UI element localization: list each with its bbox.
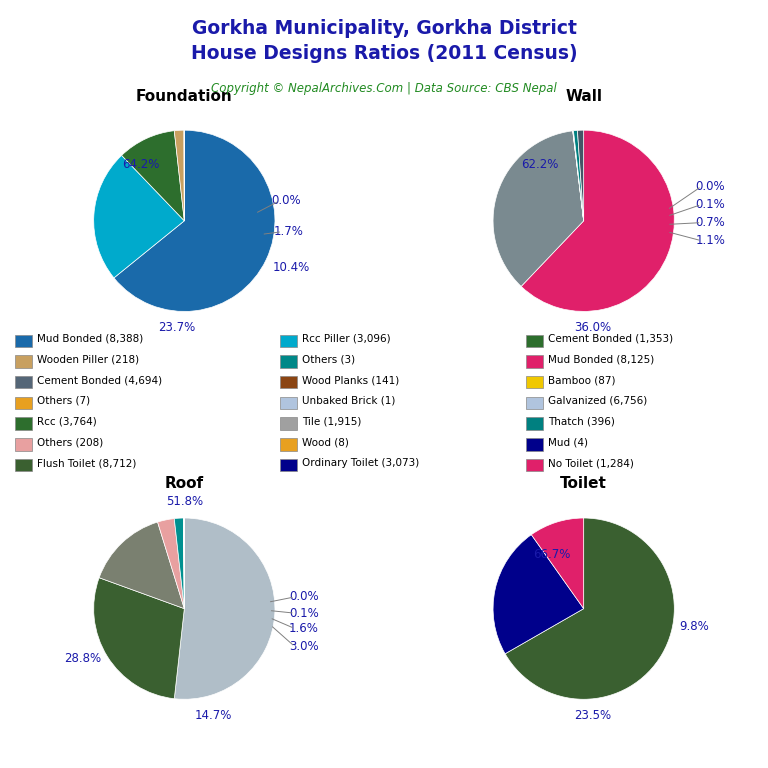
Wedge shape xyxy=(174,518,184,608)
Wedge shape xyxy=(493,535,584,654)
Text: 51.8%: 51.8% xyxy=(166,495,203,508)
Text: 0.0%: 0.0% xyxy=(696,180,725,193)
Text: Mud (4): Mud (4) xyxy=(548,437,588,448)
Text: Wooden Piller (218): Wooden Piller (218) xyxy=(37,354,139,365)
Wedge shape xyxy=(578,131,584,221)
Text: Mud Bonded (8,388): Mud Bonded (8,388) xyxy=(37,333,143,344)
Text: Mud Bonded (8,125): Mud Bonded (8,125) xyxy=(548,354,654,365)
Wedge shape xyxy=(174,131,184,221)
Text: Ordinary Toilet (3,073): Ordinary Toilet (3,073) xyxy=(302,458,419,468)
Title: Wall: Wall xyxy=(565,88,602,104)
Wedge shape xyxy=(573,131,584,221)
Wedge shape xyxy=(521,131,674,311)
Text: 0.0%: 0.0% xyxy=(289,591,319,604)
Text: 28.8%: 28.8% xyxy=(65,652,101,665)
Wedge shape xyxy=(94,578,184,699)
Text: 0.1%: 0.1% xyxy=(696,198,726,211)
Wedge shape xyxy=(121,131,184,221)
Text: Others (7): Others (7) xyxy=(37,396,90,406)
Text: 36.0%: 36.0% xyxy=(574,321,611,334)
Text: Thatch (396): Thatch (396) xyxy=(548,416,614,427)
Text: 10.4%: 10.4% xyxy=(273,261,310,274)
Text: Gorkha Municipality, Gorkha District
House Designs Ratios (2011 Census): Gorkha Municipality, Gorkha District Hou… xyxy=(190,19,578,63)
Text: 62.2%: 62.2% xyxy=(521,158,559,171)
Wedge shape xyxy=(174,518,275,699)
Text: 0.7%: 0.7% xyxy=(696,216,726,229)
Text: 66.7%: 66.7% xyxy=(533,548,571,561)
Text: Bamboo (87): Bamboo (87) xyxy=(548,375,615,386)
Text: 0.0%: 0.0% xyxy=(271,194,300,207)
Text: Flush Toilet (8,712): Flush Toilet (8,712) xyxy=(37,458,136,468)
Text: 23.5%: 23.5% xyxy=(574,709,611,722)
Wedge shape xyxy=(574,131,584,221)
Wedge shape xyxy=(114,131,275,311)
Text: 23.7%: 23.7% xyxy=(158,321,196,334)
Text: Others (208): Others (208) xyxy=(37,437,103,448)
Text: Cement Bonded (1,353): Cement Bonded (1,353) xyxy=(548,333,673,344)
Text: Wood (8): Wood (8) xyxy=(302,437,349,448)
Title: Toilet: Toilet xyxy=(560,476,607,492)
Text: 9.8%: 9.8% xyxy=(680,621,709,634)
Wedge shape xyxy=(493,131,584,286)
Text: Wood Planks (141): Wood Planks (141) xyxy=(302,375,399,386)
Text: Rcc (3,764): Rcc (3,764) xyxy=(37,416,97,427)
Text: 1.6%: 1.6% xyxy=(289,622,319,635)
Text: Unbaked Brick (1): Unbaked Brick (1) xyxy=(302,396,396,406)
Text: No Toilet (1,284): No Toilet (1,284) xyxy=(548,458,634,468)
Wedge shape xyxy=(99,522,184,608)
Text: 1.7%: 1.7% xyxy=(273,225,303,238)
Title: Foundation: Foundation xyxy=(136,88,233,104)
Text: 14.7%: 14.7% xyxy=(194,709,232,722)
Title: Roof: Roof xyxy=(165,476,204,492)
Text: 1.1%: 1.1% xyxy=(696,234,726,247)
Text: 0.1%: 0.1% xyxy=(289,607,319,620)
Wedge shape xyxy=(505,518,674,699)
Wedge shape xyxy=(157,518,184,608)
Text: Others (3): Others (3) xyxy=(302,354,355,365)
Text: Copyright © NepalArchives.Com | Data Source: CBS Nepal: Copyright © NepalArchives.Com | Data Sou… xyxy=(211,82,557,95)
Wedge shape xyxy=(573,131,584,221)
Text: 3.0%: 3.0% xyxy=(289,641,319,654)
Text: Rcc Piller (3,096): Rcc Piller (3,096) xyxy=(302,333,390,344)
Text: Tile (1,915): Tile (1,915) xyxy=(302,416,361,427)
Text: 64.2%: 64.2% xyxy=(122,158,160,171)
Text: Cement Bonded (4,694): Cement Bonded (4,694) xyxy=(37,375,162,386)
Text: Galvanized (6,756): Galvanized (6,756) xyxy=(548,396,647,406)
Wedge shape xyxy=(94,155,184,278)
Wedge shape xyxy=(531,518,584,608)
